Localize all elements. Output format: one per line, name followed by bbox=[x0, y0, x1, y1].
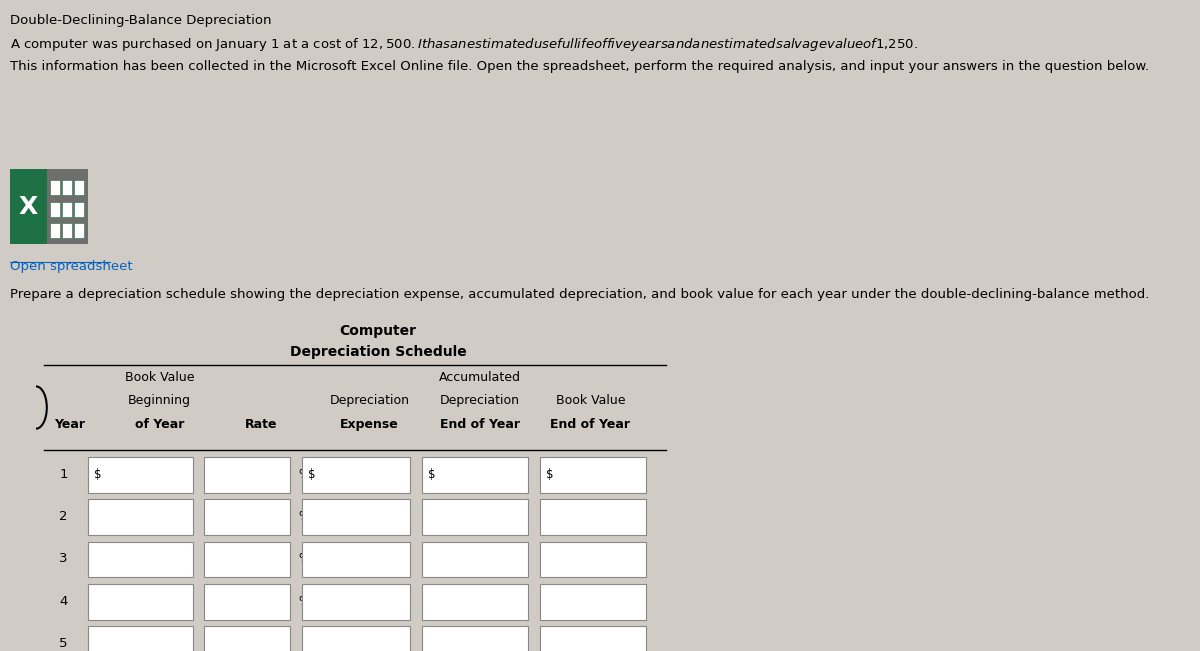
FancyBboxPatch shape bbox=[302, 584, 410, 620]
Text: $: $ bbox=[308, 467, 316, 480]
Text: Beginning: Beginning bbox=[128, 394, 191, 407]
FancyBboxPatch shape bbox=[540, 584, 646, 620]
Text: 3: 3 bbox=[59, 552, 68, 565]
FancyBboxPatch shape bbox=[88, 457, 193, 493]
Text: Rate: Rate bbox=[245, 418, 278, 431]
FancyBboxPatch shape bbox=[88, 584, 193, 620]
FancyBboxPatch shape bbox=[74, 202, 84, 217]
FancyBboxPatch shape bbox=[204, 542, 290, 577]
Text: End of Year: End of Year bbox=[440, 418, 520, 431]
Text: Depreciation: Depreciation bbox=[440, 394, 520, 407]
Text: %: % bbox=[299, 552, 310, 565]
Text: %: % bbox=[299, 510, 310, 523]
Text: Double-Declining-Balance Depreciation: Double-Declining-Balance Depreciation bbox=[10, 14, 271, 27]
Text: 1: 1 bbox=[59, 467, 68, 480]
Text: End of Year: End of Year bbox=[551, 418, 630, 431]
FancyBboxPatch shape bbox=[50, 202, 60, 217]
FancyBboxPatch shape bbox=[204, 457, 290, 493]
FancyBboxPatch shape bbox=[540, 542, 646, 577]
FancyBboxPatch shape bbox=[540, 499, 646, 535]
Text: $: $ bbox=[94, 467, 101, 480]
Text: X: X bbox=[19, 195, 38, 219]
Text: 4: 4 bbox=[60, 594, 67, 607]
Text: Depreciation Schedule: Depreciation Schedule bbox=[289, 345, 467, 359]
FancyBboxPatch shape bbox=[88, 542, 193, 577]
Text: $: $ bbox=[428, 467, 436, 480]
FancyBboxPatch shape bbox=[422, 584, 528, 620]
Text: Year: Year bbox=[54, 418, 85, 431]
Text: Accumulated: Accumulated bbox=[439, 371, 521, 384]
Text: 5: 5 bbox=[59, 637, 68, 650]
Text: 2: 2 bbox=[59, 510, 68, 523]
FancyBboxPatch shape bbox=[204, 626, 290, 651]
FancyBboxPatch shape bbox=[10, 169, 47, 244]
Text: A computer was purchased on January 1 at a cost of $12,500. It has an estimated : A computer was purchased on January 1 at… bbox=[10, 36, 918, 53]
Text: This information has been collected in the Microsoft Excel Online file. Open the: This information has been collected in t… bbox=[10, 60, 1148, 73]
Text: %: % bbox=[299, 467, 310, 480]
Text: Computer: Computer bbox=[340, 324, 416, 339]
FancyBboxPatch shape bbox=[204, 499, 290, 535]
FancyBboxPatch shape bbox=[540, 457, 646, 493]
FancyBboxPatch shape bbox=[422, 542, 528, 577]
Text: Depreciation: Depreciation bbox=[330, 394, 409, 407]
Text: Book Value: Book Value bbox=[125, 371, 194, 384]
Text: Book Value: Book Value bbox=[556, 394, 625, 407]
Text: Open spreadsheet: Open spreadsheet bbox=[10, 260, 132, 273]
FancyBboxPatch shape bbox=[88, 626, 193, 651]
Text: %: % bbox=[299, 594, 310, 607]
FancyBboxPatch shape bbox=[50, 223, 60, 238]
FancyBboxPatch shape bbox=[302, 626, 410, 651]
FancyBboxPatch shape bbox=[50, 180, 60, 195]
FancyBboxPatch shape bbox=[62, 202, 72, 217]
Text: of Year: of Year bbox=[134, 418, 185, 431]
Text: Prepare a depreciation schedule showing the depreciation expense, accumulated de: Prepare a depreciation schedule showing … bbox=[10, 288, 1148, 301]
FancyBboxPatch shape bbox=[204, 584, 290, 620]
FancyBboxPatch shape bbox=[74, 223, 84, 238]
Text: $: $ bbox=[546, 467, 553, 480]
FancyBboxPatch shape bbox=[10, 169, 88, 244]
FancyBboxPatch shape bbox=[540, 626, 646, 651]
FancyBboxPatch shape bbox=[62, 180, 72, 195]
FancyBboxPatch shape bbox=[62, 223, 72, 238]
FancyBboxPatch shape bbox=[302, 457, 410, 493]
FancyBboxPatch shape bbox=[422, 457, 528, 493]
Text: Expense: Expense bbox=[341, 418, 398, 431]
FancyBboxPatch shape bbox=[88, 499, 193, 535]
FancyBboxPatch shape bbox=[422, 626, 528, 651]
FancyBboxPatch shape bbox=[302, 542, 410, 577]
FancyBboxPatch shape bbox=[74, 180, 84, 195]
FancyBboxPatch shape bbox=[302, 499, 410, 535]
FancyBboxPatch shape bbox=[422, 499, 528, 535]
